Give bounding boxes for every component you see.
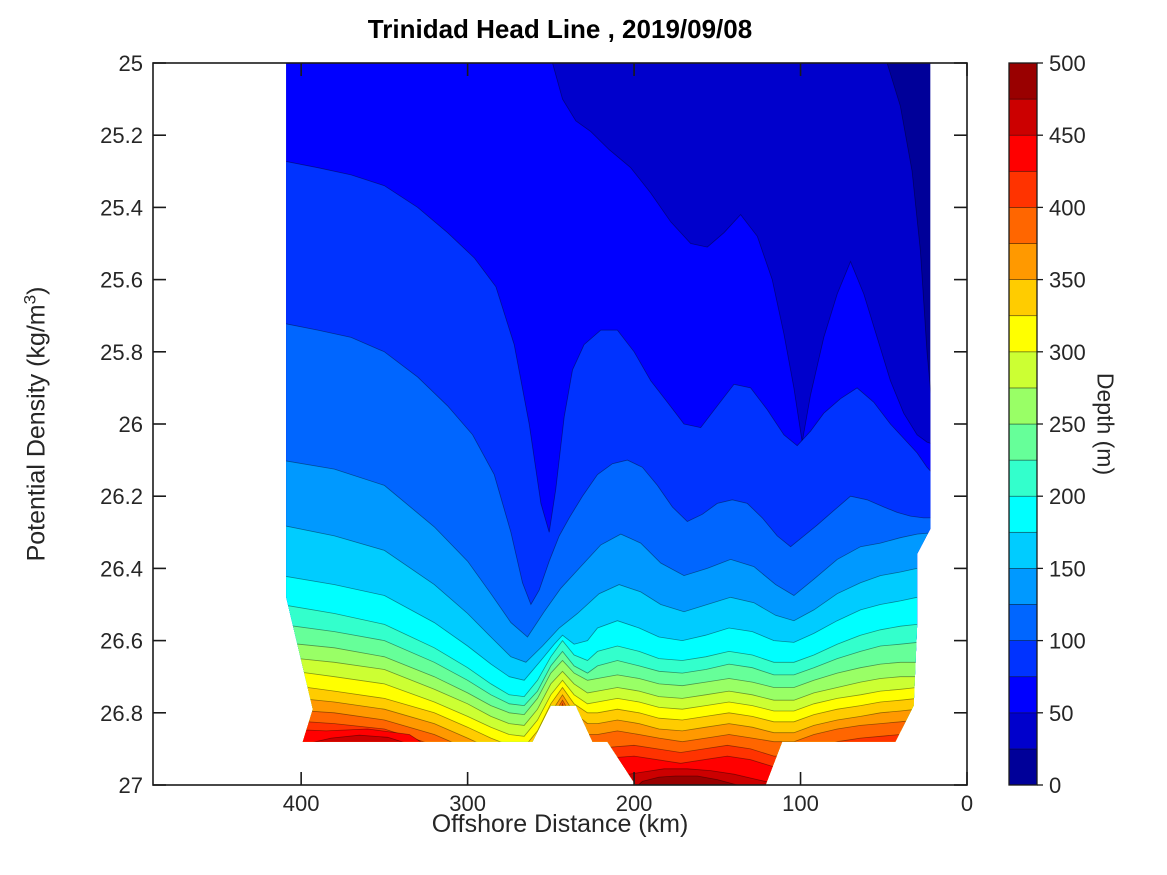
colorbar-tick-label: 150	[1049, 556, 1086, 581]
contour-band-475m	[286, 775, 931, 785]
colorbar-segment	[1008, 568, 1038, 605]
contour-band-300m	[286, 669, 931, 785]
colorbar-segment	[1008, 423, 1038, 461]
colorbar-segment	[1008, 459, 1038, 497]
colorbar-segment	[1008, 279, 1038, 317]
y-tick-label: 26.2	[100, 484, 143, 509]
colorbar-segment	[1008, 495, 1038, 533]
x-tick-label: 300	[449, 791, 486, 816]
axes: 400 300 200 100 0 25 25.2 25.4 25.6 25.8 26 26.2 26.…	[100, 51, 973, 816]
colorbar-segment	[1008, 531, 1038, 569]
x-tick-label: 400	[283, 791, 320, 816]
colorbar-segment	[1008, 748, 1038, 786]
x-axis-label: Offshore Distance (km)	[431, 810, 689, 838]
x-tick-label: 0	[961, 791, 973, 816]
y-tick-label: 25.2	[100, 123, 143, 148]
y-axis-label-superscript: 3	[20, 294, 40, 305]
y-tick-label: 25.6	[100, 268, 143, 293]
chart-title: Trinidad Head Line , 2019/09/08	[367, 14, 753, 44]
colorbar-segment	[1008, 640, 1038, 678]
contour-bands	[286, 63, 931, 785]
contour-band-325m	[286, 683, 931, 785]
colorbar-segment	[1008, 604, 1038, 641]
colorbar-tick-label: 50	[1049, 701, 1073, 726]
y-axis-label: Potential Density (kg/m3)	[20, 286, 51, 562]
colorbar-segment	[1008, 712, 1038, 750]
y-tick-label: 25	[119, 51, 143, 76]
colorbar-segment	[1008, 243, 1038, 280]
colorbar-segment	[1008, 98, 1038, 136]
colorbar-segment	[1008, 62, 1038, 100]
colorbar: 0 50 100 150 200 250 300 350 400 450 500	[1008, 51, 1086, 798]
y-tick-label: 26	[119, 412, 143, 437]
y-tick-label: 27	[119, 773, 143, 798]
colorbar-label: Depth (m)	[1092, 372, 1119, 476]
colorbar-segment	[1008, 170, 1038, 208]
colorbar-tick-label: 450	[1049, 123, 1086, 148]
colorbar-tick-label: 300	[1049, 340, 1086, 365]
colorbar-segment	[1008, 207, 1038, 244]
colorbar-segment	[1008, 315, 1038, 353]
colorbar-tick-label: 350	[1049, 268, 1086, 293]
y-tick-label: 26.8	[100, 701, 143, 726]
colorbar-tick-label: 500	[1049, 51, 1086, 76]
y-tick-label: 25.8	[100, 340, 143, 365]
colorbar-segment	[1008, 134, 1038, 172]
y-tick-label: 25.4	[100, 195, 143, 220]
colorbar-tick-label: 100	[1049, 629, 1086, 654]
colorbar-tick-label: 200	[1049, 484, 1086, 509]
x-tick-label: 100	[782, 791, 819, 816]
colorbar-segment	[1008, 351, 1038, 389]
colorbar-tick-label: 0	[1049, 773, 1061, 798]
colorbar-segment	[1008, 387, 1038, 425]
y-tick-label: 26.6	[100, 629, 143, 654]
contour-band-450m	[286, 733, 931, 785]
colorbar-tick-label: 400	[1049, 195, 1086, 220]
colorbar-tick-label: 250	[1049, 412, 1086, 437]
colorbar-segment	[1008, 676, 1038, 714]
x-tick-label: 200	[616, 791, 653, 816]
y-tick-label: 26.4	[100, 556, 143, 581]
